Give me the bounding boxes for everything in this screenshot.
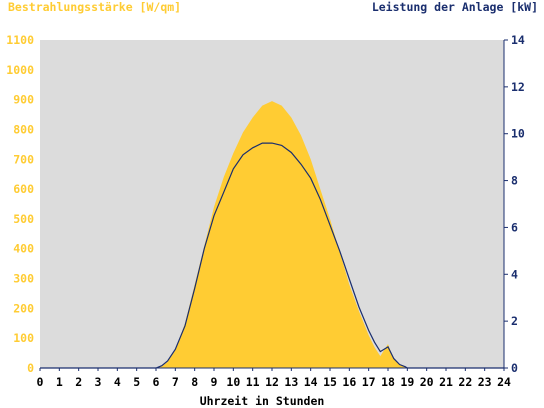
x-tick-label: 21	[439, 375, 453, 389]
irradiance-layer	[40, 101, 504, 368]
x-tick-label: 17	[362, 375, 376, 389]
x-tick-label: 22	[458, 375, 472, 389]
x-tick-label: 18	[381, 375, 395, 389]
y-right-tick-label: 8	[511, 174, 518, 188]
x-tick-label: 12	[265, 375, 279, 389]
y-left-tick-label: 500	[13, 212, 34, 226]
x-tick-label: 10	[226, 375, 240, 389]
y-right-tick-label: 12	[511, 80, 525, 94]
y-left-tick-label: 1000	[6, 63, 34, 77]
x-tick-label: 11	[246, 375, 260, 389]
y-right-tick-label: 10	[511, 127, 525, 141]
irradiance-area	[40, 101, 504, 368]
y-right-tick-label: 14	[511, 33, 525, 47]
x-tick-label: 7	[172, 375, 179, 389]
x-tick-label: 15	[323, 375, 337, 389]
x-tick-label: 8	[191, 375, 198, 389]
x-tick-label: 20	[420, 375, 434, 389]
y-right-tick-label: 2	[511, 314, 518, 328]
axes-layer: 0 1 2 3 4 5 6 7 8 9 10 11 12 13 14 15 16 17 18 19 20 21 22 23 24…	[6, 33, 525, 389]
y-left-tick-label: 200	[13, 301, 34, 315]
power-line	[40, 142, 504, 369]
y-left-tick-label: 700	[13, 152, 34, 166]
x-tick-label: 1	[56, 375, 63, 389]
x-tick-label: 19	[400, 375, 414, 389]
y-left-tick-label: 800	[13, 122, 34, 136]
y-left-tick-label: 400	[13, 242, 34, 256]
x-tick-label: 3	[95, 375, 102, 389]
x-tick-label: 5	[133, 375, 140, 389]
y-left-tick-label: 600	[13, 182, 34, 196]
x-tick-label: 23	[478, 375, 492, 389]
x-tick-label: 4	[114, 375, 121, 389]
y-left-tick-label: 300	[13, 272, 34, 286]
x-tick-label: 24	[497, 375, 511, 389]
x-tick-label: 2	[75, 375, 82, 389]
y-right-tick-label: 6	[511, 220, 518, 234]
x-tick-label: 14	[304, 375, 318, 389]
y-right-tick-label: 4	[511, 267, 518, 281]
x-tick-label: 16	[342, 375, 356, 389]
x-tick-label: 0	[37, 375, 44, 389]
power-layer	[40, 142, 504, 369]
y-left-tick-label: 0	[27, 361, 34, 375]
right-axis-title: Leistung der Anlage [kW]	[372, 0, 538, 14]
x-tick-label: 9	[211, 375, 218, 389]
x-axis-title: Uhrzeit in Stunden	[200, 394, 325, 408]
y-left-tick-label: 900	[13, 93, 34, 107]
x-tick-label: 13	[284, 375, 298, 389]
y-right-tick-label: 0	[511, 361, 518, 375]
x-tick-label: 6	[153, 375, 160, 389]
left-axis-title: Bestrahlungsstärke [W/qm]	[8, 0, 181, 14]
y-left-tick-label: 100	[13, 331, 34, 345]
y-left-tick-label: 1100	[6, 33, 34, 47]
